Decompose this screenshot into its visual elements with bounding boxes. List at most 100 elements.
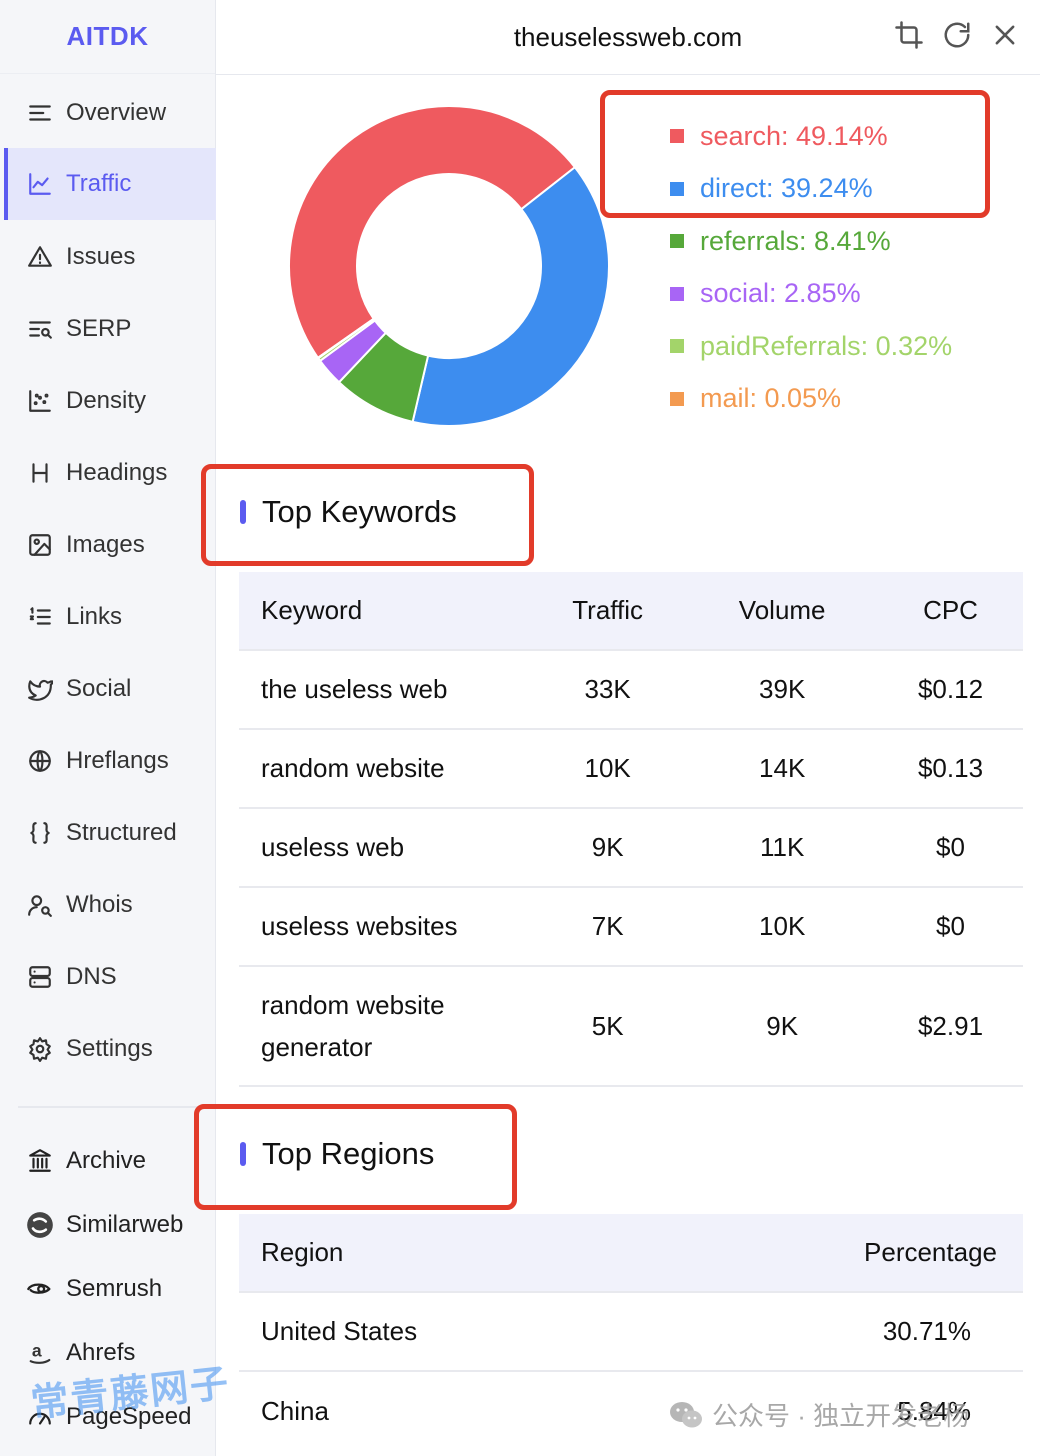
sidebar-item-label: Hreflangs bbox=[66, 747, 169, 774]
metric-cell: $0 bbox=[878, 807, 1023, 887]
user-search-icon bbox=[26, 891, 54, 919]
twitter-bird-icon bbox=[26, 675, 54, 703]
table-row[interactable]: the useless web 33K 39K $0.12 bbox=[239, 649, 1023, 729]
ahrefs-logo-icon: a bbox=[26, 1339, 54, 1367]
legend-label: direct: 39.24% bbox=[700, 173, 873, 204]
column-header-traffic[interactable]: Traffic bbox=[529, 572, 687, 650]
keyword-cell: random website generator bbox=[239, 965, 529, 1087]
list-icon bbox=[26, 99, 54, 127]
sidebar-item-issues[interactable]: Issues bbox=[4, 226, 216, 288]
crop-icon[interactable] bbox=[892, 18, 926, 52]
sidebar-item-settings[interactable]: Settings bbox=[4, 1018, 216, 1080]
traffic-legend: search: 49.14% direct: 39.24% referrals: 8… bbox=[670, 110, 952, 425]
metric-cell: 5K bbox=[529, 965, 687, 1087]
legend-label: social: 2.85% bbox=[700, 278, 861, 309]
sidebar-item-hreflangs[interactable]: Hreflangs bbox=[4, 730, 216, 792]
sidebar-item-label: SERP bbox=[66, 315, 132, 342]
sidebar-item-label: Whois bbox=[66, 891, 133, 918]
donut-slice-search[interactable] bbox=[288, 105, 577, 360]
table-row[interactable]: useless web 9K 11K $0 bbox=[239, 807, 1023, 887]
sidebar-item-label: Images bbox=[66, 531, 145, 558]
sidebar-item-dns[interactable]: DNS bbox=[4, 946, 216, 1008]
keyword-cell: useless web bbox=[239, 807, 529, 887]
gear-icon bbox=[26, 1035, 54, 1063]
legend-item-mail[interactable]: mail: 0.05% bbox=[670, 373, 952, 426]
braces-icon bbox=[26, 819, 54, 847]
legend-item-referrals[interactable]: referrals: 8.41% bbox=[670, 215, 952, 268]
column-header-percentage[interactable]: Percentage bbox=[653, 1214, 1023, 1292]
metric-cell: 14K bbox=[686, 728, 879, 808]
scatter-icon bbox=[26, 387, 54, 415]
legend-swatch bbox=[670, 234, 684, 249]
close-icon[interactable] bbox=[988, 18, 1022, 52]
watermark-right: 公众号 · 独立开发老杨 bbox=[668, 1396, 969, 1433]
donut-slice-direct[interactable] bbox=[411, 165, 610, 427]
sidebar-item-overview[interactable]: Overview bbox=[4, 82, 216, 144]
section-title-top-regions: Top Regions bbox=[240, 1136, 434, 1172]
table-row[interactable]: random website 10K 14K $0.13 bbox=[239, 728, 1023, 808]
sidebar-item-label: Headings bbox=[66, 459, 168, 486]
sidebar-tool-label: Semrush bbox=[66, 1275, 163, 1302]
brand-logo[interactable]: AITDK bbox=[0, 0, 215, 74]
sidebar-item-traffic[interactable]: Traffic bbox=[4, 148, 216, 220]
table-row[interactable]: useless websites 7K 10K $0 bbox=[239, 886, 1023, 966]
legend-label: paidReferrals: 0.32% bbox=[700, 330, 953, 361]
sidebar-tool-ahrefs[interactable]: a Ahrefs bbox=[4, 1322, 216, 1384]
sidebar-item-headings[interactable]: Headings bbox=[4, 442, 216, 504]
legend-item-search[interactable]: search: 49.14% bbox=[670, 110, 952, 163]
sidebar-divider bbox=[18, 1106, 214, 1108]
sidebar-item-structured[interactable]: Structured bbox=[4, 802, 216, 864]
legend-label: referrals: 8.41% bbox=[700, 225, 891, 256]
keyword-cell: the useless web bbox=[239, 649, 529, 729]
sidebar-item-label: Social bbox=[66, 675, 132, 702]
sidebar-item-links[interactable]: Links bbox=[4, 586, 216, 648]
column-header-cpc[interactable]: CPC bbox=[878, 572, 1023, 650]
sidebar-item-images[interactable]: Images bbox=[4, 514, 216, 576]
percentage-cell: 30.71% bbox=[653, 1291, 1023, 1371]
keywords-table: Keyword Traffic Volume CPC the useless web 3… bbox=[239, 572, 1023, 1087]
sidebar-tool-semrush[interactable]: Semrush bbox=[4, 1258, 216, 1320]
table-row[interactable]: random website generator 5K 9K $2.91 bbox=[239, 965, 1023, 1087]
donut-slice-mail[interactable] bbox=[316, 317, 376, 360]
sidebar-item-serp[interactable]: SERP bbox=[4, 298, 216, 360]
server-icon bbox=[26, 963, 54, 991]
refresh-icon[interactable] bbox=[940, 18, 974, 52]
column-header-volume[interactable]: Volume bbox=[686, 572, 879, 650]
sidebar-tool-pagespeed[interactable]: PageSpeed bbox=[4, 1386, 216, 1448]
metric-cell: 10K bbox=[686, 886, 879, 966]
metric-cell: 39K bbox=[686, 649, 879, 729]
sidebar-item-label: Traffic bbox=[66, 170, 132, 197]
section-accent-bar bbox=[240, 1142, 246, 1166]
region-cell: United States bbox=[239, 1291, 654, 1371]
sidebar-item-label: Links bbox=[66, 603, 123, 630]
region-cell: China bbox=[239, 1370, 654, 1450]
metric-cell: $2.91 bbox=[878, 965, 1023, 1087]
sidebar-item-whois[interactable]: Whois bbox=[4, 874, 216, 936]
legend-item-direct[interactable]: direct: 39.24% bbox=[670, 163, 952, 216]
image-icon bbox=[26, 531, 54, 559]
metric-cell: 10K bbox=[529, 728, 687, 808]
sidebar-item-label: Settings bbox=[66, 1035, 153, 1062]
column-header-region[interactable]: Region bbox=[239, 1214, 654, 1292]
metric-cell: $0.13 bbox=[878, 728, 1023, 808]
line-chart-icon bbox=[26, 170, 54, 198]
legend-item-paidReferrals[interactable]: paidReferrals: 0.32% bbox=[670, 320, 952, 373]
metric-cell: $0 bbox=[878, 886, 1023, 966]
header-actions bbox=[892, 18, 1022, 52]
sidebar-tool-archive[interactable]: Archive bbox=[4, 1130, 216, 1192]
column-header-keyword[interactable]: Keyword bbox=[239, 572, 529, 650]
table-row[interactable]: United States 30.71% bbox=[239, 1291, 1023, 1371]
sidebar-item-label: Density bbox=[66, 387, 147, 414]
legend-item-social[interactable]: social: 2.85% bbox=[670, 268, 952, 321]
wechat-icon bbox=[670, 1401, 702, 1427]
sidebar-tool-similarweb[interactable]: Similarweb bbox=[4, 1194, 216, 1256]
sidebar: AITDK Overview Traffic Issues SERP Density He… bbox=[0, 0, 216, 1456]
legend-swatch bbox=[670, 181, 684, 196]
top-keywords-title: Top Keywords bbox=[262, 494, 457, 529]
sidebar-item-social[interactable]: Social bbox=[4, 658, 216, 720]
sidebar-item-label: Issues bbox=[66, 243, 136, 270]
table-row[interactable]: China 5.84% bbox=[239, 1370, 1023, 1450]
similarweb-logo-icon bbox=[26, 1211, 54, 1239]
keyword-cell: useless websites bbox=[239, 886, 529, 966]
sidebar-item-density[interactable]: Density bbox=[4, 370, 216, 432]
